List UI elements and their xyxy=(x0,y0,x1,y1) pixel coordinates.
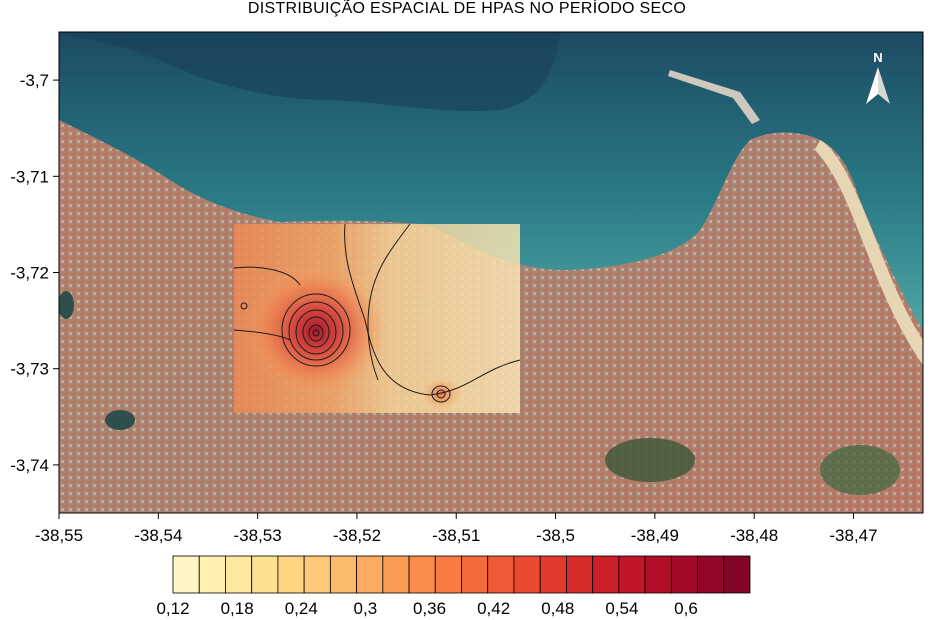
colorbar-swatch xyxy=(487,555,515,594)
colorbar-label: 0,3 xyxy=(354,599,378,618)
colorbar-swatch xyxy=(513,555,541,594)
colorbar-swatch xyxy=(644,555,672,594)
colorbar-label: 0,6 xyxy=(674,599,698,618)
colorbar-label: 0,18 xyxy=(221,599,254,618)
colorbar-swatch xyxy=(461,555,489,594)
colorbar-swatch xyxy=(251,555,279,594)
colorbar-swatch xyxy=(277,555,305,594)
colorbar-label: 0,42 xyxy=(477,599,510,618)
colorbar-swatch xyxy=(329,555,357,594)
colorbar-label: 0,48 xyxy=(541,599,574,618)
colorbar-label: 0,24 xyxy=(285,599,318,618)
north-arrow-icon: N xyxy=(866,50,890,104)
beach-strip xyxy=(815,140,923,365)
colorbar-swatch xyxy=(592,555,620,594)
x-tick-label: -38,51 xyxy=(432,526,480,545)
map-title: DISTRIBUIÇÃO ESPACIAL DE HPAS NO PERÍODO… xyxy=(247,0,687,17)
colorbar-label: 0,36 xyxy=(413,599,446,618)
colorbar-swatch xyxy=(670,555,698,594)
x-tick-label: -38,5 xyxy=(536,526,575,545)
colorbar-label: 0,54 xyxy=(605,599,638,618)
pier xyxy=(668,70,760,124)
colorbar-swatch xyxy=(539,555,567,594)
colorbar-label: 0,12 xyxy=(156,599,189,618)
colorbar-swatch xyxy=(723,555,751,594)
y-tick-label: -3,71 xyxy=(10,167,49,186)
y-tick-label: -3,73 xyxy=(10,360,49,379)
y-axis: -3,7 -3,71 -3,72 -3,73 -3,74 xyxy=(10,71,59,475)
colorbar-swatch xyxy=(225,555,253,594)
colorbar-labels: 0,12 0,18 0,24 0,3 0,36 0,42 0,48 0,54 0,6 xyxy=(156,599,697,618)
x-tick-label: -38,48 xyxy=(730,526,778,545)
colorbar-swatch xyxy=(172,555,200,594)
colorbar-swatch xyxy=(356,555,384,594)
colorbar-swatch xyxy=(198,555,226,594)
x-tick-label: -38,52 xyxy=(333,526,381,545)
y-tick-label: -3,7 xyxy=(20,71,49,90)
x-tick-label: -38,54 xyxy=(134,526,182,545)
y-tick-label: -3,72 xyxy=(10,264,49,283)
sea-area xyxy=(59,32,923,330)
colorbar-swatch xyxy=(618,555,646,594)
x-tick-label: -38,49 xyxy=(631,526,679,545)
x-axis: -38,55 -38,54 -38,53 -38,52 -38,51 -38,5 -38,4… xyxy=(35,513,878,545)
colorbar-swatch xyxy=(382,555,410,594)
x-tick-label: -38,55 xyxy=(35,526,83,545)
colorbar-swatch xyxy=(303,555,331,594)
colorbar-swatch xyxy=(566,555,594,594)
hpa-interpolation-overlay xyxy=(233,223,521,413)
colorbar-legend xyxy=(172,555,751,594)
colorbar-swatch xyxy=(408,555,436,594)
colorbar-swatch xyxy=(434,555,462,594)
colorbar-swatch xyxy=(697,555,725,594)
x-tick-label: -38,53 xyxy=(234,526,282,545)
north-arrow-label: N xyxy=(873,50,882,65)
y-tick-label: -3,74 xyxy=(10,456,49,475)
contour-lines xyxy=(233,223,521,403)
x-tick-label: -38,47 xyxy=(829,526,877,545)
